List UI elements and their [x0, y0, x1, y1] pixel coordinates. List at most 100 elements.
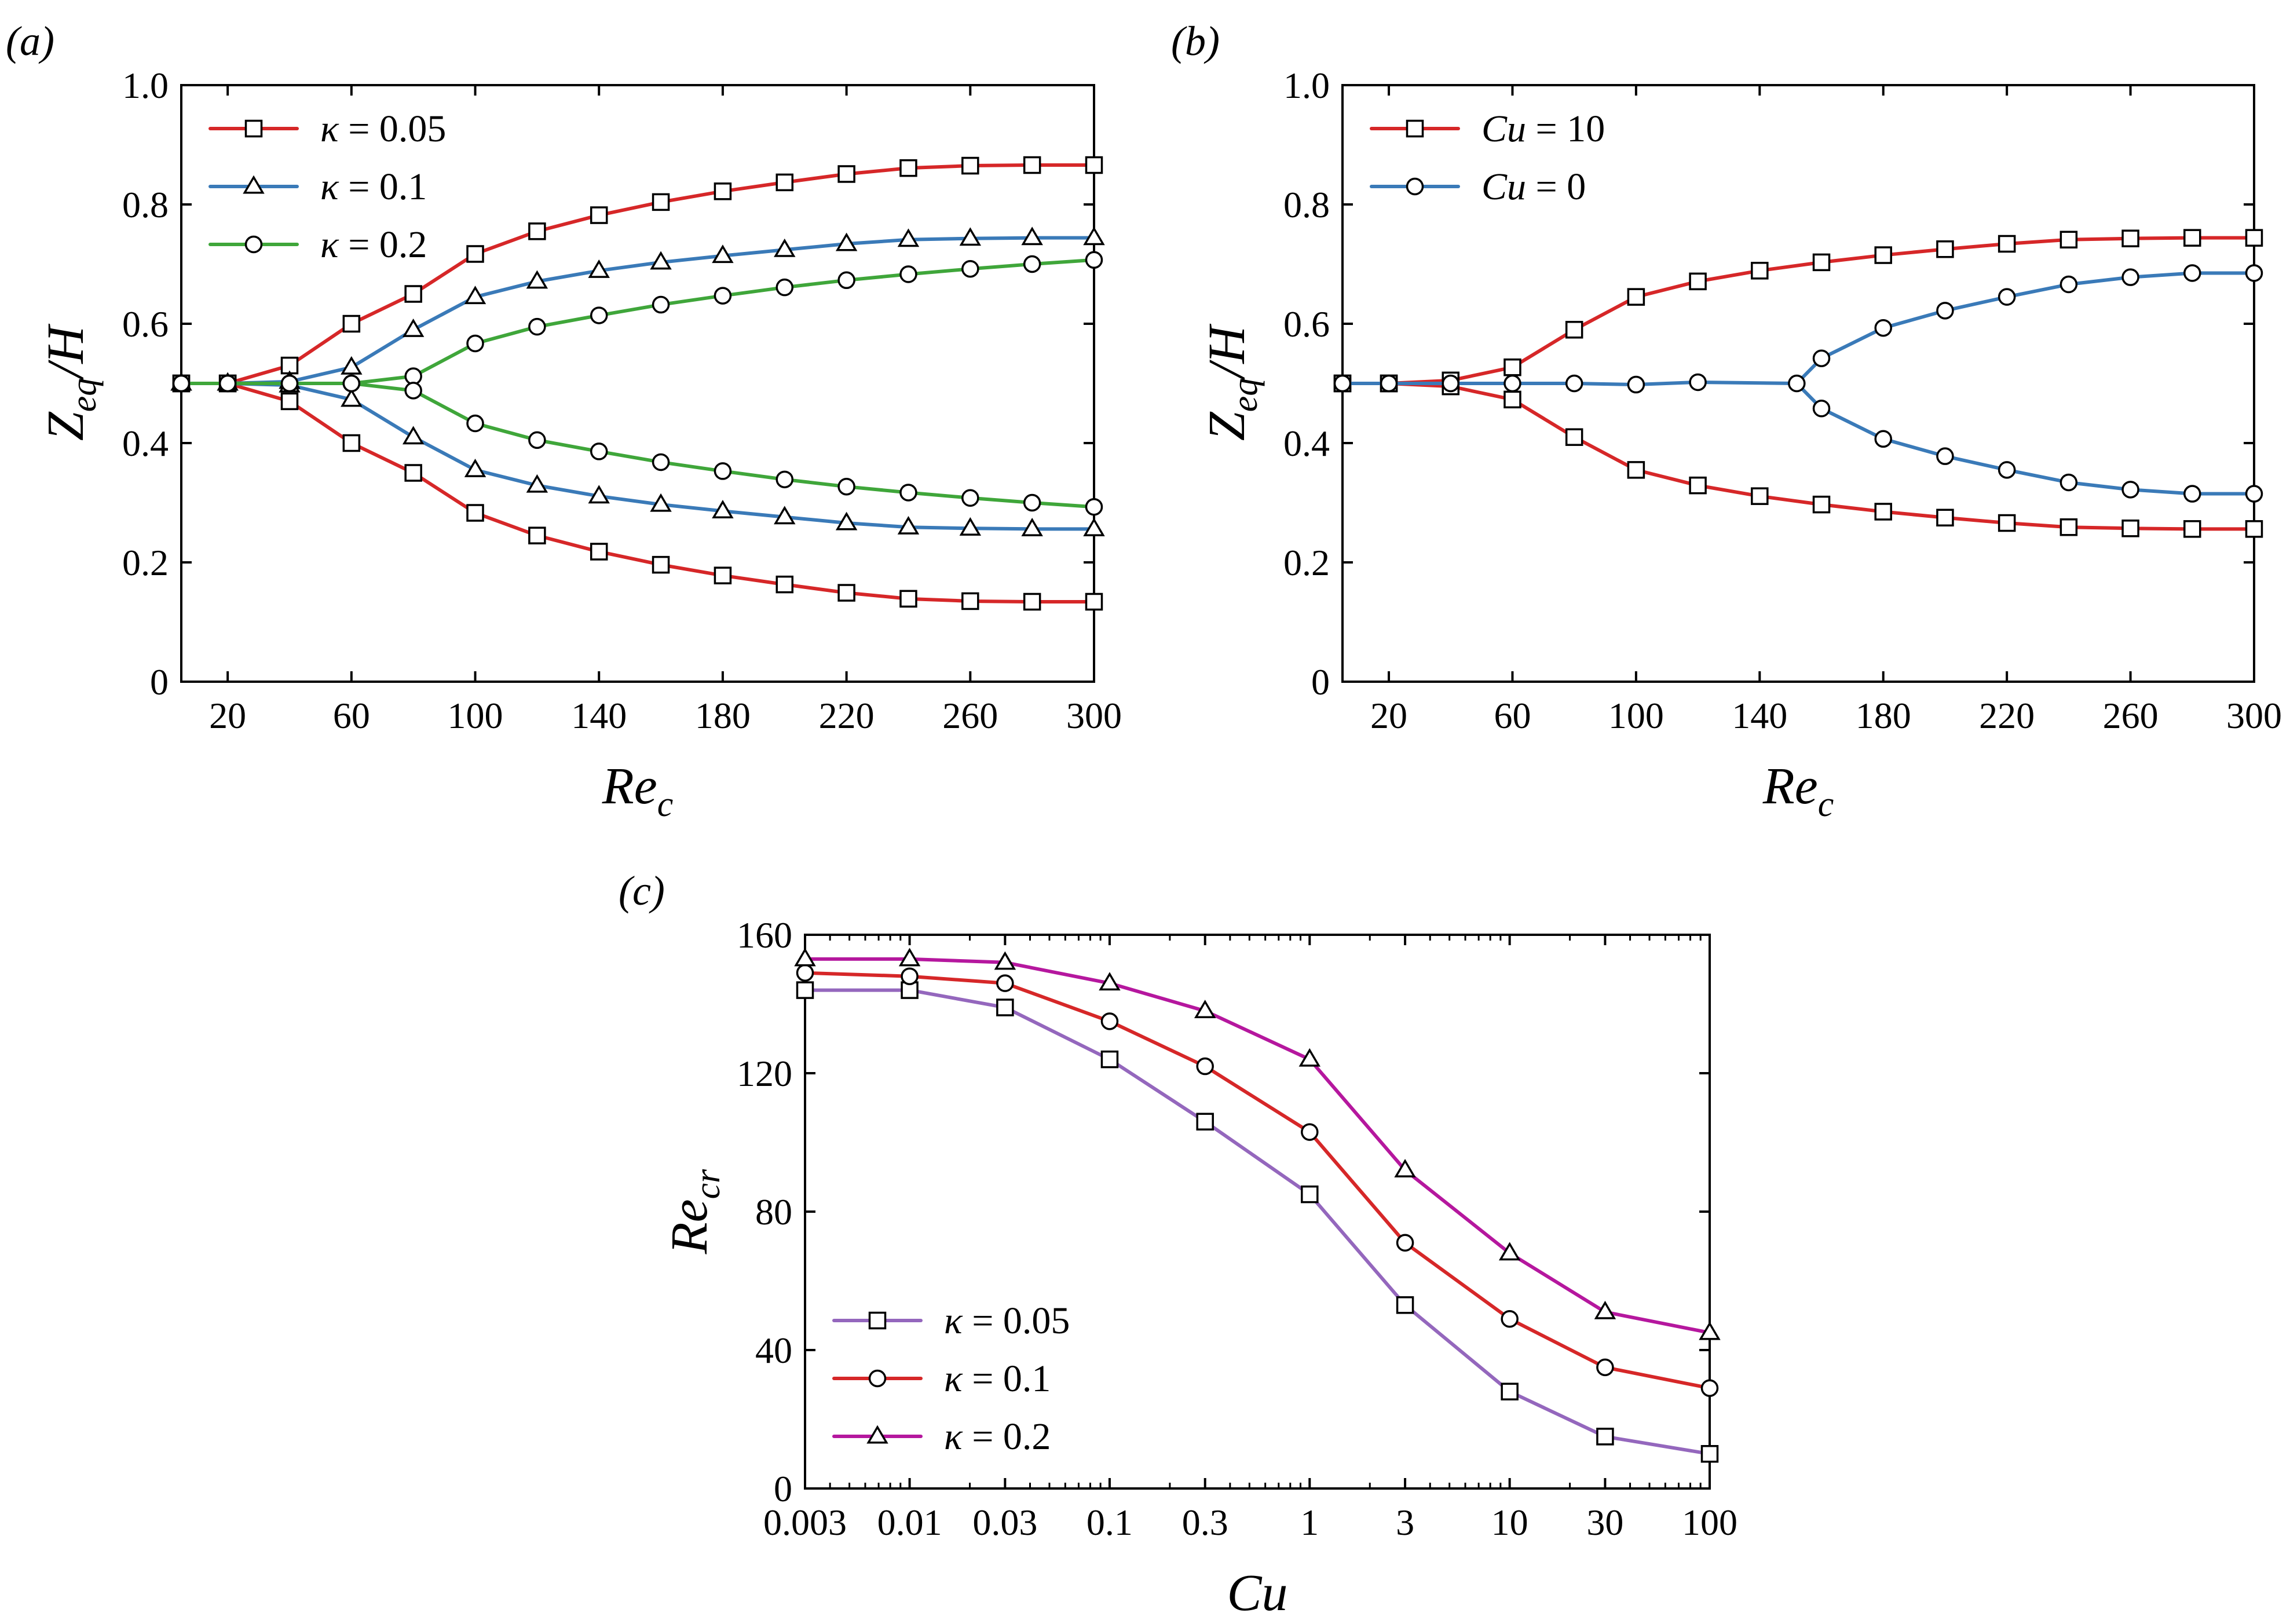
data-point: [1751, 487, 1769, 505]
data-point: [1083, 517, 1105, 536]
data-point: [899, 159, 917, 177]
data-point: [835, 511, 858, 531]
x-tick-label: 10: [1491, 1502, 1528, 1543]
data-point: [775, 470, 794, 489]
series-line-lower: [1341, 382, 2256, 531]
data-point: [1874, 319, 1892, 337]
legend: κ = 0.05 κ = 0.1 κ = 0.2: [208, 108, 446, 266]
data-point: [1788, 374, 1806, 393]
data-point: [2059, 275, 2078, 294]
y-tick-label: 0.4: [1283, 423, 1330, 464]
series-line: [803, 957, 1711, 1335]
legend-label: κ = 0.1: [320, 166, 427, 208]
data-point: [961, 259, 979, 278]
legend-marker: [244, 235, 263, 254]
data-point: [280, 374, 299, 393]
data-point: [1565, 321, 1583, 339]
data-point: [796, 981, 814, 999]
data-point: [1689, 272, 1707, 291]
data-point: [528, 431, 546, 449]
data-point: [341, 356, 363, 375]
legend: Cu = 10 Cu = 0: [1370, 108, 1605, 208]
x-tick-label: 300: [2226, 695, 2282, 736]
data-point: [2183, 229, 2201, 247]
x-tick-label: 100: [448, 695, 503, 736]
data-point: [1874, 430, 1892, 448]
data-point: [775, 575, 794, 594]
series-line: [1341, 380, 1799, 387]
series-line-upper: [180, 236, 1096, 385]
data-point: [1565, 374, 1583, 393]
data-point: [901, 967, 919, 985]
data-point: [1812, 400, 1831, 418]
legend-marker: [1406, 177, 1424, 196]
data-point: [652, 453, 670, 471]
panel-label: (b): [1171, 18, 1220, 64]
x-tick-label: 0.01: [877, 1502, 942, 1543]
data-point: [650, 493, 672, 512]
legend-label: κ = 0.2: [320, 224, 427, 266]
y-tick-label: 1.0: [122, 65, 169, 106]
data-point: [342, 374, 361, 393]
data-point: [588, 259, 610, 278]
data-point: [1689, 373, 1707, 392]
data-point: [1301, 1185, 1319, 1204]
data-point: [714, 566, 732, 584]
data-point: [2059, 231, 2078, 249]
x-tick-label: 20: [209, 695, 246, 736]
legend-label: Cu = 10: [1481, 108, 1605, 150]
data-point: [2183, 520, 2201, 538]
legend-marker: [866, 1425, 888, 1444]
data-point: [652, 555, 670, 574]
data-point: [280, 392, 299, 411]
panel-a: (a) 0 0.2 0.4 0.6 0.8 1.0 20 60 100 140 180 220 260 30…: [6, 18, 1122, 824]
data-point: [1394, 1158, 1416, 1177]
y-axis-title: Zeq/H: [1198, 323, 1265, 441]
legend-marker: [244, 119, 263, 138]
x-tick-label: 100: [1682, 1502, 1737, 1543]
y-tick-label: 120: [737, 1053, 792, 1094]
data-point: [342, 314, 361, 333]
data-point: [714, 182, 732, 200]
data-point: [464, 286, 486, 305]
data-point: [466, 334, 484, 353]
y-tick-label: 160: [737, 915, 792, 956]
data-point: [835, 232, 858, 251]
y-tick-label: 0.2: [122, 542, 169, 583]
x-tick-label: 220: [819, 695, 875, 736]
data-point: [996, 998, 1014, 1016]
series-κ=0.2: [172, 251, 1103, 516]
y-tick-label: 0.6: [122, 303, 169, 345]
series-κ=0.05: [796, 981, 1719, 1463]
series-κ=0.05: [172, 156, 1103, 611]
x-axis-title: Rec: [602, 758, 673, 824]
data-point: [1627, 288, 1645, 306]
data-point: [1298, 1048, 1321, 1067]
data-point: [342, 434, 361, 452]
y-axis-title: Zeq/H: [37, 323, 104, 441]
x-tick-label: 140: [1732, 695, 1787, 736]
data-point: [1194, 1000, 1216, 1018]
y-axis-title: Recr: [661, 1169, 727, 1254]
y-tick-label: 1.0: [1283, 65, 1330, 106]
x-tick-label: 0.03: [972, 1502, 1037, 1543]
data-point: [528, 526, 546, 544]
data-point: [837, 477, 855, 496]
data-point: [1196, 1113, 1214, 1131]
data-point: [2121, 229, 2139, 247]
data-point: [1085, 592, 1103, 611]
data-point: [1333, 374, 1352, 393]
data-point: [2059, 518, 2078, 536]
legend-label: κ = 0.05: [944, 1300, 1070, 1342]
data-point: [1380, 374, 1398, 393]
series-line-lower: [1795, 382, 2256, 496]
legend-label: κ = 0.2: [944, 1415, 1051, 1458]
data-point: [1501, 1382, 1519, 1400]
x-axis-title: Cu: [1227, 1564, 1287, 1622]
data-point: [1596, 1428, 1614, 1446]
data-point: [2245, 520, 2263, 538]
data-point: [899, 265, 917, 283]
series-line-upper: [180, 258, 1096, 385]
data-point: [837, 271, 855, 290]
data-point: [961, 592, 979, 610]
